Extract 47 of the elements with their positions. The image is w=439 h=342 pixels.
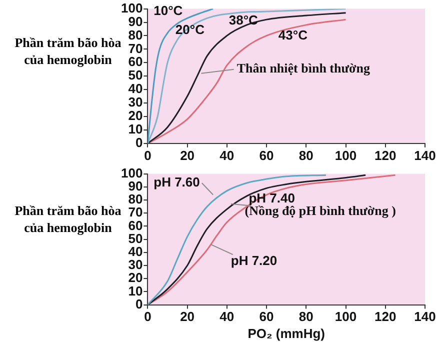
y-tick-label: 50 [128, 230, 143, 246]
x-tick-label: 60 [259, 148, 274, 163]
y-tick-label: 100 [120, 0, 143, 16]
x-tick-label: 120 [374, 148, 396, 163]
y-tick-label: 20 [128, 270, 143, 286]
y-axis-title: Phần trăm bão hòa của hemoglobin [14, 202, 122, 236]
x-tick-label: 140 [414, 148, 436, 163]
y-axis-title: Phần trăm bão hòa của hemoglobin [14, 34, 122, 68]
x-tick-label: 120 [374, 309, 396, 324]
series-label: pH 7.40 [248, 190, 295, 206]
y-tick-label: 90 [128, 14, 143, 29]
y-tick-label: 10 [128, 283, 143, 298]
x-tick-label: 140 [414, 309, 436, 324]
y-tick-label: 10 [128, 122, 143, 137]
x-tick-label: 40 [220, 309, 234, 324]
y-tick-label: 0 [135, 296, 143, 312]
series-label: pH 7.20 [230, 253, 278, 268]
x-tick-label: 60 [259, 309, 274, 324]
x-tick-label: 80 [298, 309, 314, 324]
x-tick-label: 20 [180, 309, 195, 324]
series-label: pH 7.60 [154, 174, 200, 190]
y-tick-label: 30 [128, 257, 143, 272]
y-tick-label: 90 [128, 178, 143, 194]
y-tick-label: 30 [128, 94, 143, 110]
y-tick-label: 40 [128, 81, 143, 96]
y-tick-label: 60 [128, 218, 143, 233]
series-label: 43°C [278, 27, 308, 42]
y-tick-label: 70 [128, 40, 143, 56]
y-tick-label: 60 [128, 54, 143, 70]
x-tick-label: 100 [334, 309, 357, 324]
y-tick-label: 100 [120, 165, 143, 180]
y-tick-label: 50 [128, 68, 143, 83]
x-axis-title: PO₂ (mmHg) [248, 326, 325, 341]
y-tick-label: 80 [128, 192, 143, 207]
series-label: 10°C [154, 3, 184, 18]
x-tick-label: 20 [180, 148, 195, 163]
y-tick-label: 80 [128, 27, 143, 42]
x-tick-label: 80 [298, 148, 314, 163]
y-tick-label: 40 [128, 244, 143, 259]
y-tick-label: 20 [128, 108, 143, 124]
x-tick-label: 40 [220, 148, 234, 163]
y-tick-label: 0 [135, 134, 143, 150]
series-label: 20°C [175, 22, 206, 37]
x-tick-label: 100 [334, 148, 357, 163]
series-label: 38°C [228, 12, 259, 28]
y-tick-label: 70 [128, 204, 143, 220]
annotation: Thân nhiệt bình thường [236, 60, 370, 76]
